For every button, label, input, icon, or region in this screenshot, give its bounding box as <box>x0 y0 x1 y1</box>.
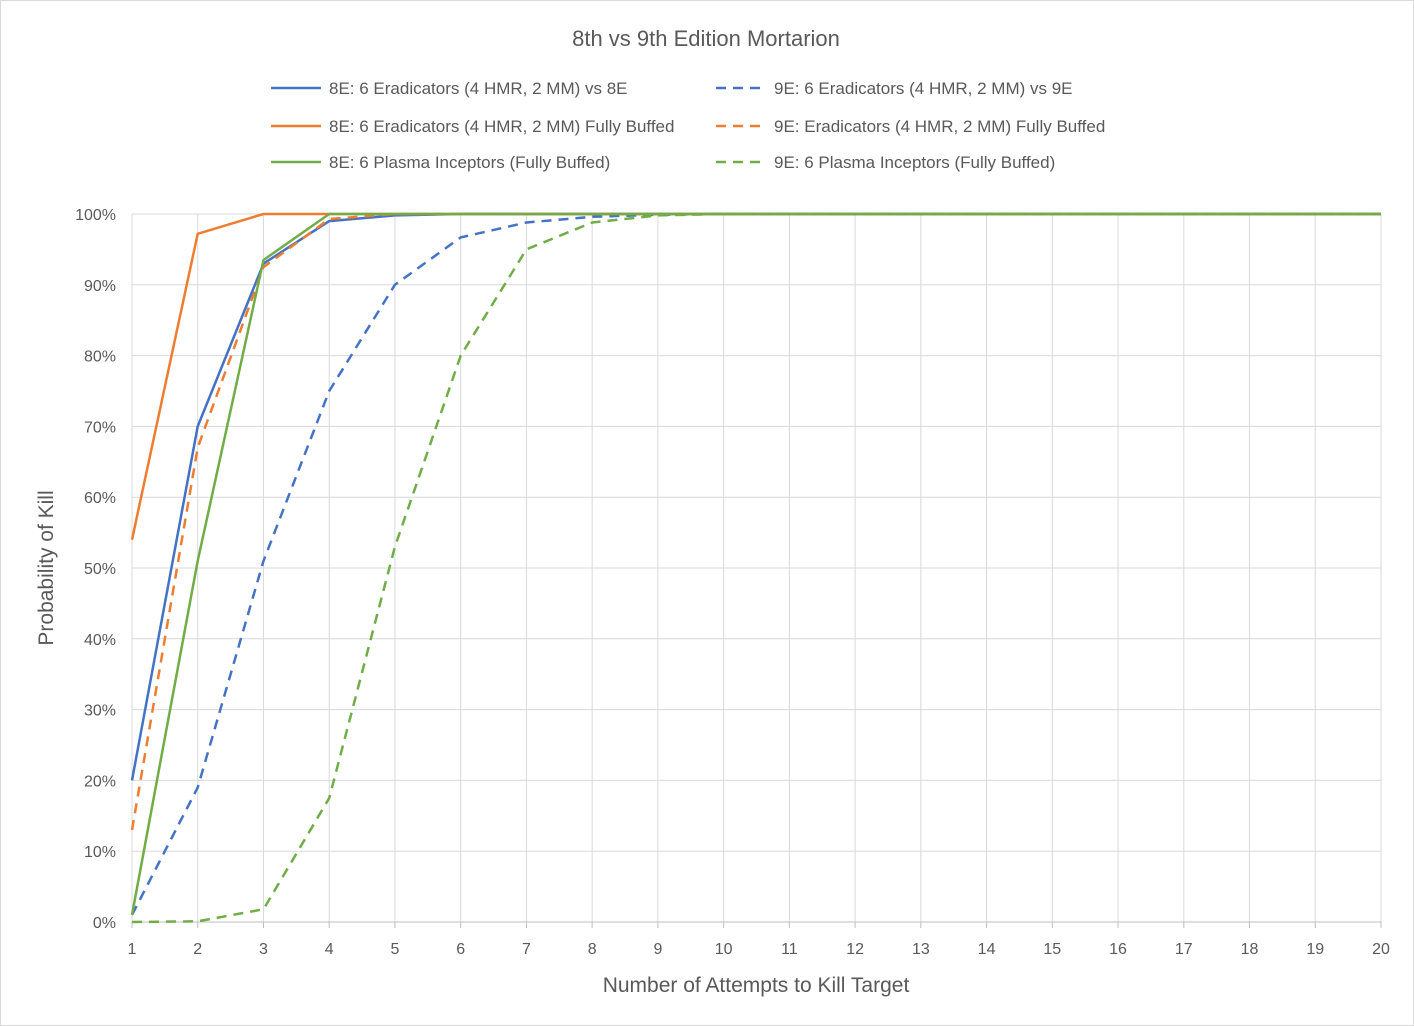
x-tick-label: 15 <box>1043 941 1061 958</box>
y-tick-label: 90% <box>84 278 116 295</box>
grid <box>131 213 1382 923</box>
x-tick-label: 1 <box>128 941 137 958</box>
x-tick-label: 12 <box>846 941 864 958</box>
legend-label: 8E: 6 Plasma Inceptors (Fully Buffed) <box>329 153 610 172</box>
series-line-5 <box>130 212 1381 916</box>
series-layer <box>130 212 1381 924</box>
chart-title: 8th vs 9th Edition Mortarion <box>572 26 840 51</box>
x-tick-label: 4 <box>325 941 334 958</box>
legend-entry: 8E: 6 Eradicators (4 HMR, 2 MM) vs 8E <box>271 79 628 98</box>
x-tick-label: 18 <box>1241 941 1259 958</box>
legend-label: 9E: Eradicators (4 HMR, 2 MM) Fully Buff… <box>774 117 1105 136</box>
y-tick-label: 40% <box>84 632 116 649</box>
legend-entry: 9E: 6 Eradicators (4 HMR, 2 MM) vs 9E <box>716 79 1073 98</box>
x-tick-label: 9 <box>653 941 662 958</box>
legend-entry: 8E: 6 Plasma Inceptors (Fully Buffed) <box>271 153 610 172</box>
y-axis-title: Probability of Kill <box>35 490 58 645</box>
x-tick-label: 16 <box>1109 941 1127 958</box>
legend: 8E: 6 Eradicators (4 HMR, 2 MM) vs 8E 9E:… <box>271 79 1105 172</box>
x-tick-label: 17 <box>1175 941 1193 958</box>
x-tick-label: 3 <box>259 941 268 958</box>
x-tick-label: 11 <box>781 941 798 958</box>
legend-label: 9E: 6 Eradicators (4 HMR, 2 MM) vs 9E <box>774 79 1073 98</box>
series-line-2 <box>130 212 1381 916</box>
x-tick-label: 5 <box>390 941 399 958</box>
y-tick-label: 20% <box>84 773 116 790</box>
x-tick-label: 19 <box>1306 941 1324 958</box>
y-tick-label: 80% <box>84 349 116 366</box>
y-tick-label: 100% <box>75 207 116 224</box>
y-tick-label: 50% <box>84 561 116 578</box>
series-line-6 <box>131 212 1381 924</box>
y-tick-label: 10% <box>84 844 116 861</box>
legend-label: 9E: 6 Plasma Inceptors (Fully Buffed) <box>774 153 1055 172</box>
y-tick-label: 0% <box>93 915 116 932</box>
x-tick-label: 8 <box>588 941 597 958</box>
x-tick-label: 13 <box>912 941 930 958</box>
x-tick-label: 14 <box>978 941 996 958</box>
legend-entry: 9E: 6 Plasma Inceptors (Fully Buffed) <box>716 153 1055 172</box>
x-axis-title: Number of Attempts to Kill Target <box>603 974 910 997</box>
x-tick-label: 10 <box>715 941 733 958</box>
x-tick-label: 20 <box>1372 941 1390 958</box>
y-tick-label: 60% <box>84 490 116 507</box>
x-tick-label: 7 <box>522 941 531 958</box>
y-tick-label: 70% <box>84 419 116 436</box>
series-line-4 <box>130 212 1381 831</box>
y-tick-label: 30% <box>84 703 116 720</box>
legend-label: 8E: 6 Eradicators (4 HMR, 2 MM) Fully Bu… <box>329 117 674 136</box>
legend-entry: 8E: 6 Eradicators (4 HMR, 2 MM) Fully Bu… <box>271 117 674 136</box>
axes: 1 2 3 4 5 6 7 8 9 10 11 12 13 14 15 16 17 18 19 200%10%20%3… <box>75 207 1390 958</box>
x-tick-label: 6 <box>456 941 465 958</box>
legend-label: 8E: 6 Eradicators (4 HMR, 2 MM) vs 8E <box>329 79 628 98</box>
series-line-3 <box>130 212 1381 540</box>
x-tick-label: 2 <box>193 941 202 958</box>
legend-entry: 9E: Eradicators (4 HMR, 2 MM) Fully Buff… <box>716 117 1105 136</box>
